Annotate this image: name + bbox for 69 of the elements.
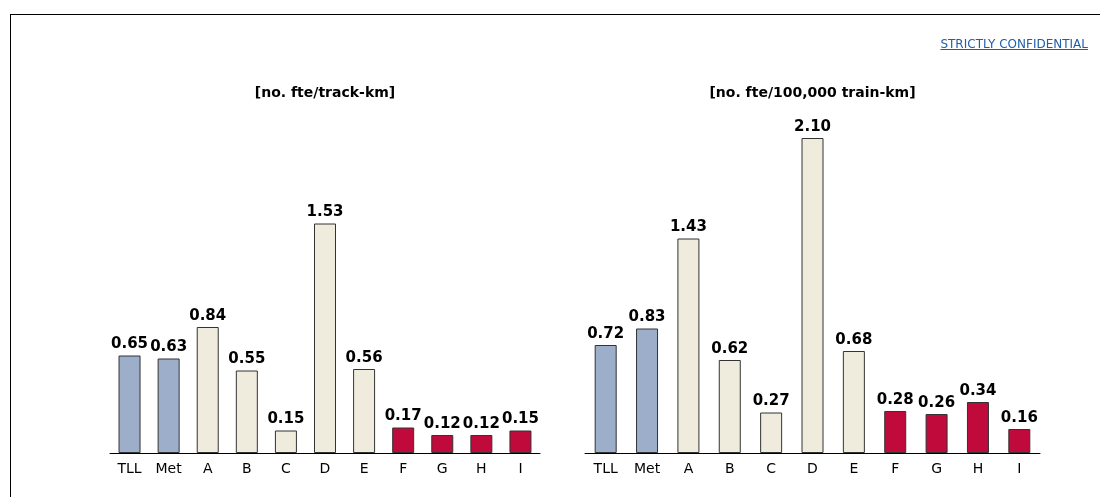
bar (884, 411, 907, 453)
x-tick-label: Met (633, 460, 661, 476)
bar (718, 360, 741, 453)
data-label: 0.62 (711, 338, 749, 357)
chart-title: [no. fte/100,000 train-km] (709, 84, 916, 100)
data-label: 2.10 (793, 116, 832, 135)
chart-title: [no. fte/track-km] (254, 84, 396, 100)
x-tick-label: D (807, 460, 818, 476)
bar (842, 351, 865, 453)
bar (314, 223, 336, 453)
bar (274, 430, 297, 453)
bar (235, 370, 258, 453)
data-label: 0.72 (587, 323, 625, 342)
bar (470, 435, 493, 453)
bar (636, 328, 659, 453)
bar (966, 402, 989, 453)
data-label: 0.84 (189, 305, 227, 324)
data-label: 0.83 (628, 307, 666, 325)
data-label: 0.55 (228, 349, 266, 367)
x-tick-label: H (476, 460, 487, 476)
x-tick-label: F (399, 460, 408, 476)
bar (509, 430, 532, 453)
bar (1008, 429, 1031, 453)
data-label: 0.16 (1000, 407, 1038, 426)
bar (677, 238, 700, 453)
bar (118, 355, 141, 453)
data-label: 1.53 (306, 202, 344, 220)
x-tick-label: C (766, 460, 777, 476)
x-tick-label: G (931, 460, 943, 476)
data-label: 0.68 (835, 329, 873, 348)
data-label: 0.15 (267, 409, 305, 427)
data-label: 0.65 (111, 334, 149, 352)
data-label: 0.28 (876, 389, 914, 408)
data-label: 0.63 (150, 337, 188, 355)
bar (431, 435, 454, 453)
x-tick-label: E (849, 460, 859, 476)
x-tick-label: E (359, 460, 369, 476)
data-label: 0.12 (462, 413, 500, 432)
x-tick-label: TLL (116, 460, 142, 476)
x-tick-label: Met (155, 460, 183, 476)
text: STRICTLY CONFIDENTIAL (940, 37, 1088, 51)
x-tick-label: I (518, 460, 523, 476)
bar (157, 358, 180, 453)
bar (925, 414, 948, 453)
bar (392, 427, 415, 453)
data-label: 0.34 (959, 380, 997, 399)
x-tick-label: B (724, 460, 735, 476)
data-label: 0.12 (423, 413, 461, 432)
bar (594, 345, 617, 453)
bar (196, 327, 219, 453)
x-tick-label: A (683, 460, 694, 476)
x-tick-label: G (436, 460, 448, 476)
x-tick-label: C (281, 460, 292, 476)
data-label: 0.56 (345, 347, 383, 366)
data-label: 0.26 (918, 392, 956, 411)
bar (353, 369, 376, 453)
data-label: 0.27 (752, 391, 790, 409)
bar (801, 138, 824, 453)
x-tick-label: A (202, 460, 213, 476)
data-label: 0.17 (384, 406, 422, 424)
data-label: 1.43 (669, 217, 707, 235)
x-tick-label: H (972, 460, 984, 476)
x-tick-label: I (1017, 460, 1022, 476)
x-tick-label: TLL (592, 460, 618, 476)
x-tick-label: D (319, 460, 331, 476)
data-label: 0.15 (501, 409, 539, 427)
x-tick-label: B (242, 460, 252, 476)
bar (760, 412, 783, 453)
x-tick-label: F (891, 460, 900, 476)
